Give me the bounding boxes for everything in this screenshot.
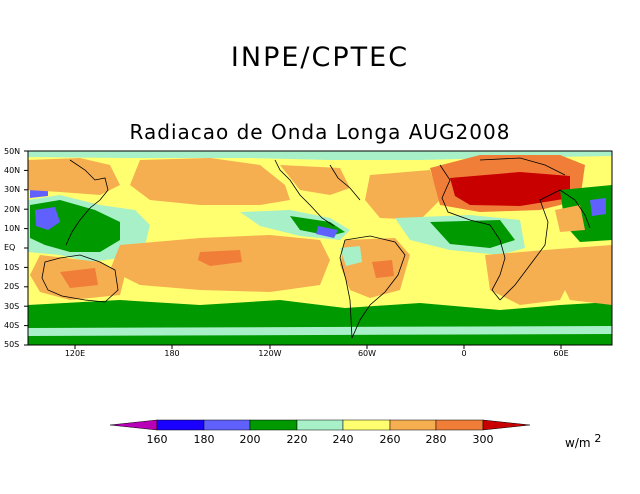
units-exponent: 2 — [594, 432, 602, 445]
lon-label: 180 — [164, 349, 180, 358]
lon-label: 0 — [461, 349, 467, 358]
colorbar-label: 240 — [332, 433, 354, 446]
coastlines — [41, 157, 591, 339]
colorbar-segment — [389, 419, 437, 431]
lat-label: EQ — [4, 243, 16, 252]
colorbar — [109, 419, 531, 431]
colorbar-label: 300 — [472, 433, 494, 446]
units-text: w/m — [565, 436, 591, 450]
colorbar-segment — [482, 419, 531, 431]
lat-label: 20N — [4, 205, 21, 214]
colorbar-label: 260 — [379, 433, 401, 446]
colorbar-label: 160 — [146, 433, 168, 446]
olr-field — [28, 151, 612, 345]
lat-label: 40S — [4, 321, 20, 330]
colorbar-label: 280 — [425, 433, 447, 446]
lat-label: 20S — [4, 282, 20, 291]
colorbar-segment — [109, 419, 158, 431]
colorbar-label: 220 — [286, 433, 308, 446]
colorbar-segment — [249, 419, 298, 431]
lat-label: 50S — [4, 340, 20, 349]
lat-label: 10S — [4, 263, 20, 272]
lon-label: 60W — [357, 349, 377, 358]
lat-label: 30S — [4, 302, 20, 311]
colorbar-segment — [156, 419, 205, 431]
colorbar-segment — [435, 419, 484, 431]
lon-label: 120W — [258, 349, 282, 358]
units-label: w/m 2 — [565, 432, 601, 450]
lat-label: 40N — [4, 166, 21, 175]
lat-label: 10N — [4, 224, 21, 233]
lat-label: 30N — [4, 185, 21, 194]
lat-label: 50N — [4, 147, 21, 156]
colorbar-label: 180 — [193, 433, 215, 446]
colorbar-label: 200 — [239, 433, 261, 446]
colorbar-segment — [296, 419, 344, 431]
map-subtitle: Radiacao de Onda Longa AUG2008 — [129, 120, 511, 144]
lon-label: 60E — [553, 349, 569, 358]
lon-ticks — [74, 345, 562, 349]
lon-label: 120E — [64, 349, 86, 358]
colorbar-segment — [203, 419, 251, 431]
page-title: INPE/CPTEC — [230, 42, 410, 73]
colorbar-segment — [342, 419, 391, 431]
lat-ticks — [24, 150, 28, 346]
